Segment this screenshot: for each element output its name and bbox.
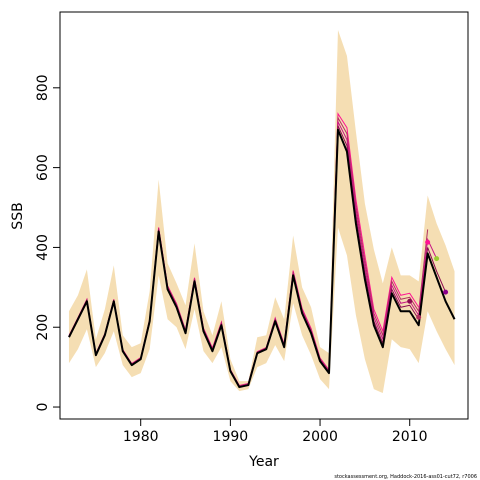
x-tick-label-2010: 2010 [392, 429, 428, 445]
plot-frame [59, 11, 469, 420]
x-tick-label-2000: 2000 [302, 429, 338, 445]
end-point-2013 [434, 256, 440, 262]
retro-end-points [407, 239, 449, 320]
y-tick-label-800: 800 [35, 74, 51, 101]
credit-text: stockassessment.org, Haddock-2016-ass01-… [334, 474, 477, 480]
y-tick-label-600: 600 [35, 154, 51, 181]
series-lines [68, 112, 456, 389]
y-axis: 0 200 400 600 800 [35, 74, 60, 411]
ssb-main-line [68, 128, 456, 389]
end-point-2012 [425, 239, 431, 245]
y-axis-title: SSB [10, 202, 26, 229]
x-tick-label-1990: 1990 [213, 429, 249, 445]
y-tick-label-400: 400 [35, 234, 51, 261]
confidence-band [68, 29, 455, 394]
end-point-2010 [407, 298, 413, 304]
x-axis-title: Year [248, 454, 279, 470]
end-point-2011 [416, 314, 422, 320]
confidence-band-area [68, 29, 455, 394]
end-point-2014 [443, 289, 449, 295]
x-tick-label-1980: 1980 [123, 429, 159, 445]
y-tick-label-200: 200 [35, 314, 51, 341]
x-axis: 1980 1990 2000 2010 [123, 419, 428, 445]
y-tick-label-0: 0 [35, 403, 51, 412]
